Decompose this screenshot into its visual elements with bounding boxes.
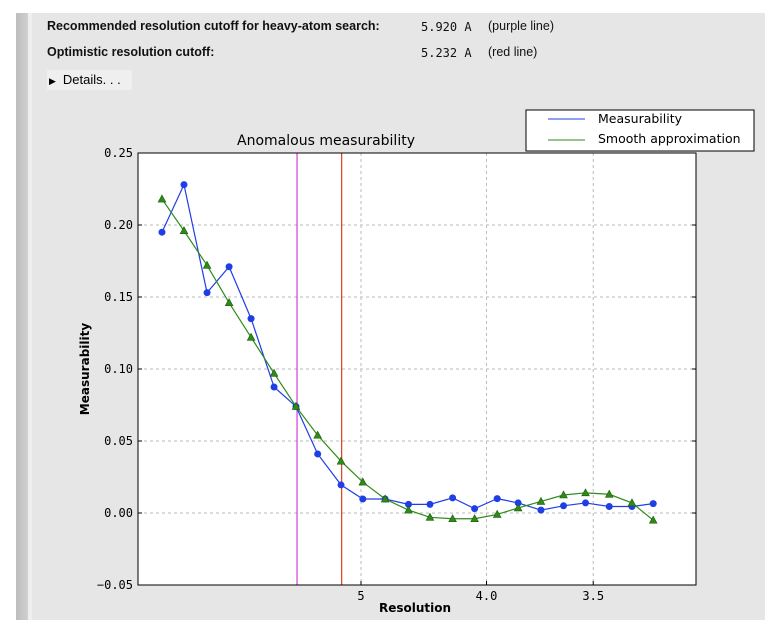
smooth-point xyxy=(380,494,390,503)
x-tick-label: 3.5 xyxy=(582,589,604,603)
y-tick-label: 0.20 xyxy=(104,218,133,232)
recommended-cutoff-label: Recommended resolution cutoff for heavy-… xyxy=(47,19,380,33)
smooth-point xyxy=(404,505,413,514)
left-border-highlight xyxy=(28,13,32,620)
smooth-point xyxy=(224,298,234,307)
smooth-point xyxy=(536,496,546,505)
y-tick-label: 0.25 xyxy=(104,146,133,160)
details-label: Details. . . xyxy=(62,72,121,87)
measurability-point xyxy=(203,289,211,297)
smooth-point xyxy=(604,489,614,498)
measurability-point xyxy=(158,228,166,236)
legend-measurability-label: Measurability xyxy=(598,111,683,126)
measurability-point xyxy=(605,503,613,511)
measurability-point xyxy=(314,450,322,458)
smooth-point xyxy=(425,512,435,521)
y-tick-label: −0.05 xyxy=(97,578,133,592)
measurability-point xyxy=(337,481,345,489)
x-tick-label: 5 xyxy=(357,589,364,603)
measurability-point xyxy=(426,500,434,508)
smooth-point xyxy=(492,509,502,518)
smooth-point xyxy=(448,514,457,523)
legend: Measurability Smooth approximation xyxy=(525,109,755,152)
smooth-point xyxy=(269,368,279,377)
smooth-point xyxy=(291,401,301,410)
x-axis-label: Resolution xyxy=(379,601,451,615)
optimistic-cutoff-note: (red line) xyxy=(488,45,538,59)
measurability-point xyxy=(247,315,255,323)
measurability-point xyxy=(537,506,545,514)
disclosure-triangle-icon[interactable]: ▶ xyxy=(49,76,56,86)
measurability-point xyxy=(471,505,479,513)
measurability-point xyxy=(493,495,501,503)
smooth-point xyxy=(179,226,189,235)
left-border xyxy=(16,13,28,620)
measurability-point xyxy=(180,181,188,189)
y-tick-label: 0.10 xyxy=(104,362,133,376)
smooth-point xyxy=(313,430,322,439)
recommended-cutoff-value: 5.920 A xyxy=(421,20,472,34)
optimistic-cutoff-label: Optimistic resolution cutoff: xyxy=(47,45,215,59)
measurability-point xyxy=(359,495,367,503)
x-tick-label: 4.0 xyxy=(476,589,498,603)
smooth-point xyxy=(358,477,368,486)
smooth-point xyxy=(513,503,523,512)
smooth-point xyxy=(157,194,167,203)
optimistic-cutoff-value: 5.232 A xyxy=(421,46,472,60)
measurability-point xyxy=(560,502,568,510)
details-expander[interactable]: ▶ Details. . . xyxy=(47,70,132,90)
smooth-point xyxy=(336,456,346,465)
measurability-point xyxy=(582,499,590,507)
smooth-point xyxy=(627,498,637,507)
measurability-point xyxy=(270,383,278,391)
chart-title: Anomalous measurability xyxy=(237,133,415,149)
measurability-point xyxy=(449,494,457,502)
smooth-point xyxy=(559,490,568,499)
y-axis-label: Measurability xyxy=(78,323,92,416)
y-tick-label: 0.15 xyxy=(104,290,133,304)
recommended-cutoff-note: (purple line) xyxy=(488,19,555,33)
legend-box xyxy=(525,109,755,152)
smooth-point xyxy=(470,514,479,523)
measurability-point xyxy=(649,500,657,508)
smooth-point xyxy=(648,515,658,524)
legend-smooth-label: Smooth approximation xyxy=(598,131,741,146)
y-tick-label: 0.05 xyxy=(104,434,133,448)
measurability-point xyxy=(514,499,522,507)
smooth-point xyxy=(246,332,256,341)
measurability-point xyxy=(225,263,233,271)
smooth-point xyxy=(581,488,590,497)
measurability-point xyxy=(405,500,413,508)
y-tick-label: 0.00 xyxy=(104,506,133,520)
smooth-point xyxy=(202,260,212,269)
